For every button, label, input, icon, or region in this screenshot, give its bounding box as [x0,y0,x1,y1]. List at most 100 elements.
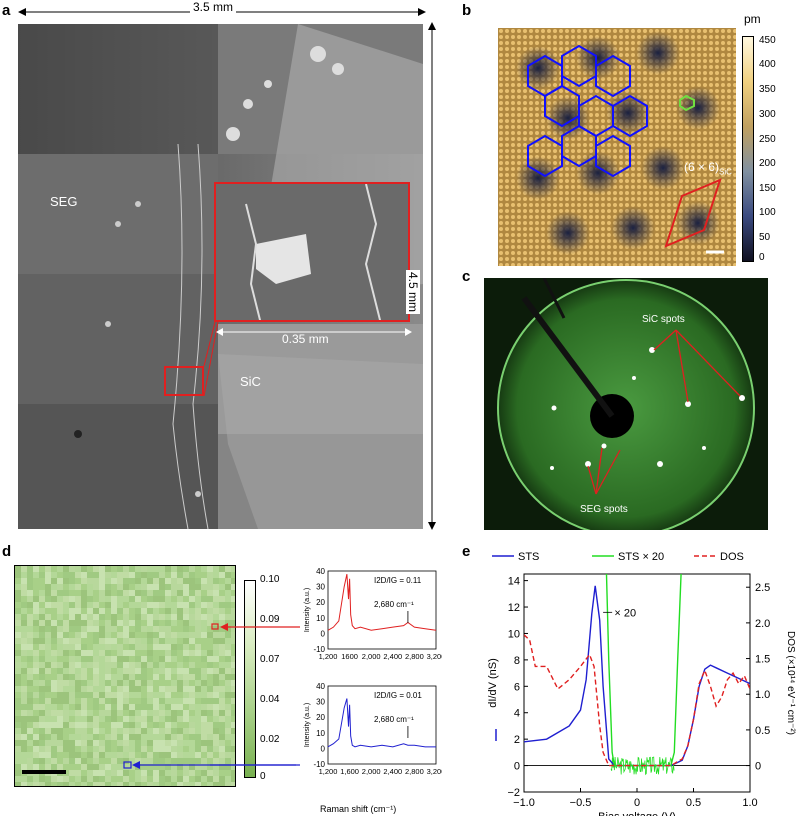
map-pixel [57,710,64,717]
map-pixel [75,650,82,657]
map-pixel [87,614,94,621]
map-pixel [171,614,178,621]
map-pixel [69,632,76,639]
map-pixel [27,704,34,711]
inset-scale-arrow [216,328,412,336]
map-pixel [171,716,178,723]
map-pixel [69,764,76,771]
map-pixel [27,566,34,573]
map-pixel [45,602,52,609]
spectrum-ylabel: Intensity (a.u.) [304,588,311,632]
map-pixel [123,746,130,753]
map-pixel [81,674,88,681]
cb-tick: 400 [759,59,776,70]
map-pixel [135,614,142,621]
map-pixel [21,590,28,597]
map-pixel [99,770,106,777]
map-pixel [45,680,52,687]
map-pixel [135,770,142,777]
map-pixel [207,776,214,783]
map-pixel [153,746,160,753]
map-pixel [177,722,184,729]
map-pixel [219,566,226,573]
map-pixel [39,752,46,759]
map-pixel [45,566,52,573]
map-pixel [189,740,196,747]
map-pixel [63,692,70,699]
map-pixel [219,704,226,711]
map-pixel [195,608,202,615]
map-pixel [219,674,226,681]
map-pixel [123,680,130,687]
map-pixel [231,614,235,621]
map-pixel [159,734,166,741]
map-pixel [105,674,112,681]
map-pixel [105,656,112,663]
map-pixel [105,668,112,675]
map-pixel [195,578,202,585]
map-pixel [213,740,220,747]
map-pixel [15,638,22,645]
map-pixel [69,698,76,705]
map-pixel [177,746,184,753]
map-pixel [153,752,160,759]
map-pixel [153,566,160,573]
map-pixel [213,746,220,753]
map-pixel [123,650,130,657]
spectrum-ytick: -10 [313,760,325,769]
map-pixel [189,674,196,681]
map-pixel [51,620,58,627]
map-pixel [117,698,124,705]
map-pixel [147,782,154,786]
map-pixel [51,608,58,615]
map-pixel [27,734,34,741]
map-pixel [27,674,34,681]
map-pixel [39,638,46,645]
map-pixel [99,746,106,753]
map-pixel [201,758,208,765]
map-pixel [147,740,154,747]
map-pixel [183,596,190,603]
map-pixel [45,698,52,705]
e-left-tick: 6 [514,681,520,693]
map-pixel [123,686,130,693]
map-pixel [147,770,154,777]
spectrum-ytick: 0 [321,744,326,753]
map-pixel [177,614,184,621]
map-pixel [27,644,34,651]
supercell-label-main: (6 × 6) [684,160,720,174]
map-pixel [15,566,22,573]
map-pixel [177,680,184,687]
map-pixel [69,626,76,633]
map-pixel [225,710,232,717]
map-pixel [39,644,46,651]
map-pixel [93,734,100,741]
map-pixel [147,620,154,627]
map-pixel [213,656,220,663]
map-pixel [183,608,190,615]
map-pixel [75,722,82,729]
map-pixel [153,770,160,777]
map-pixel [81,710,88,717]
map-pixel [189,662,196,669]
e-x-tick: −1.0 [513,797,535,809]
map-pixel [201,632,208,639]
map-pixel [63,758,70,765]
e-legend-label: DOS [720,551,744,563]
map-pixel [63,680,70,687]
map-pixel [99,578,106,585]
map-pixel [135,596,142,603]
map-pixel [39,584,46,591]
map-pixel [171,740,178,747]
map-pixel [177,602,184,609]
map-pixel [225,614,232,621]
panel-d-pointer-arrows [210,623,300,766]
map-pixel [105,650,112,657]
panel-b-colorbar-unit: pm [744,12,761,26]
map-pixel [183,620,190,627]
map-pixel [189,770,196,777]
map-pixel [135,740,142,747]
map-pixel [207,584,214,591]
map-pixel [183,632,190,639]
map-pixel [177,770,184,777]
